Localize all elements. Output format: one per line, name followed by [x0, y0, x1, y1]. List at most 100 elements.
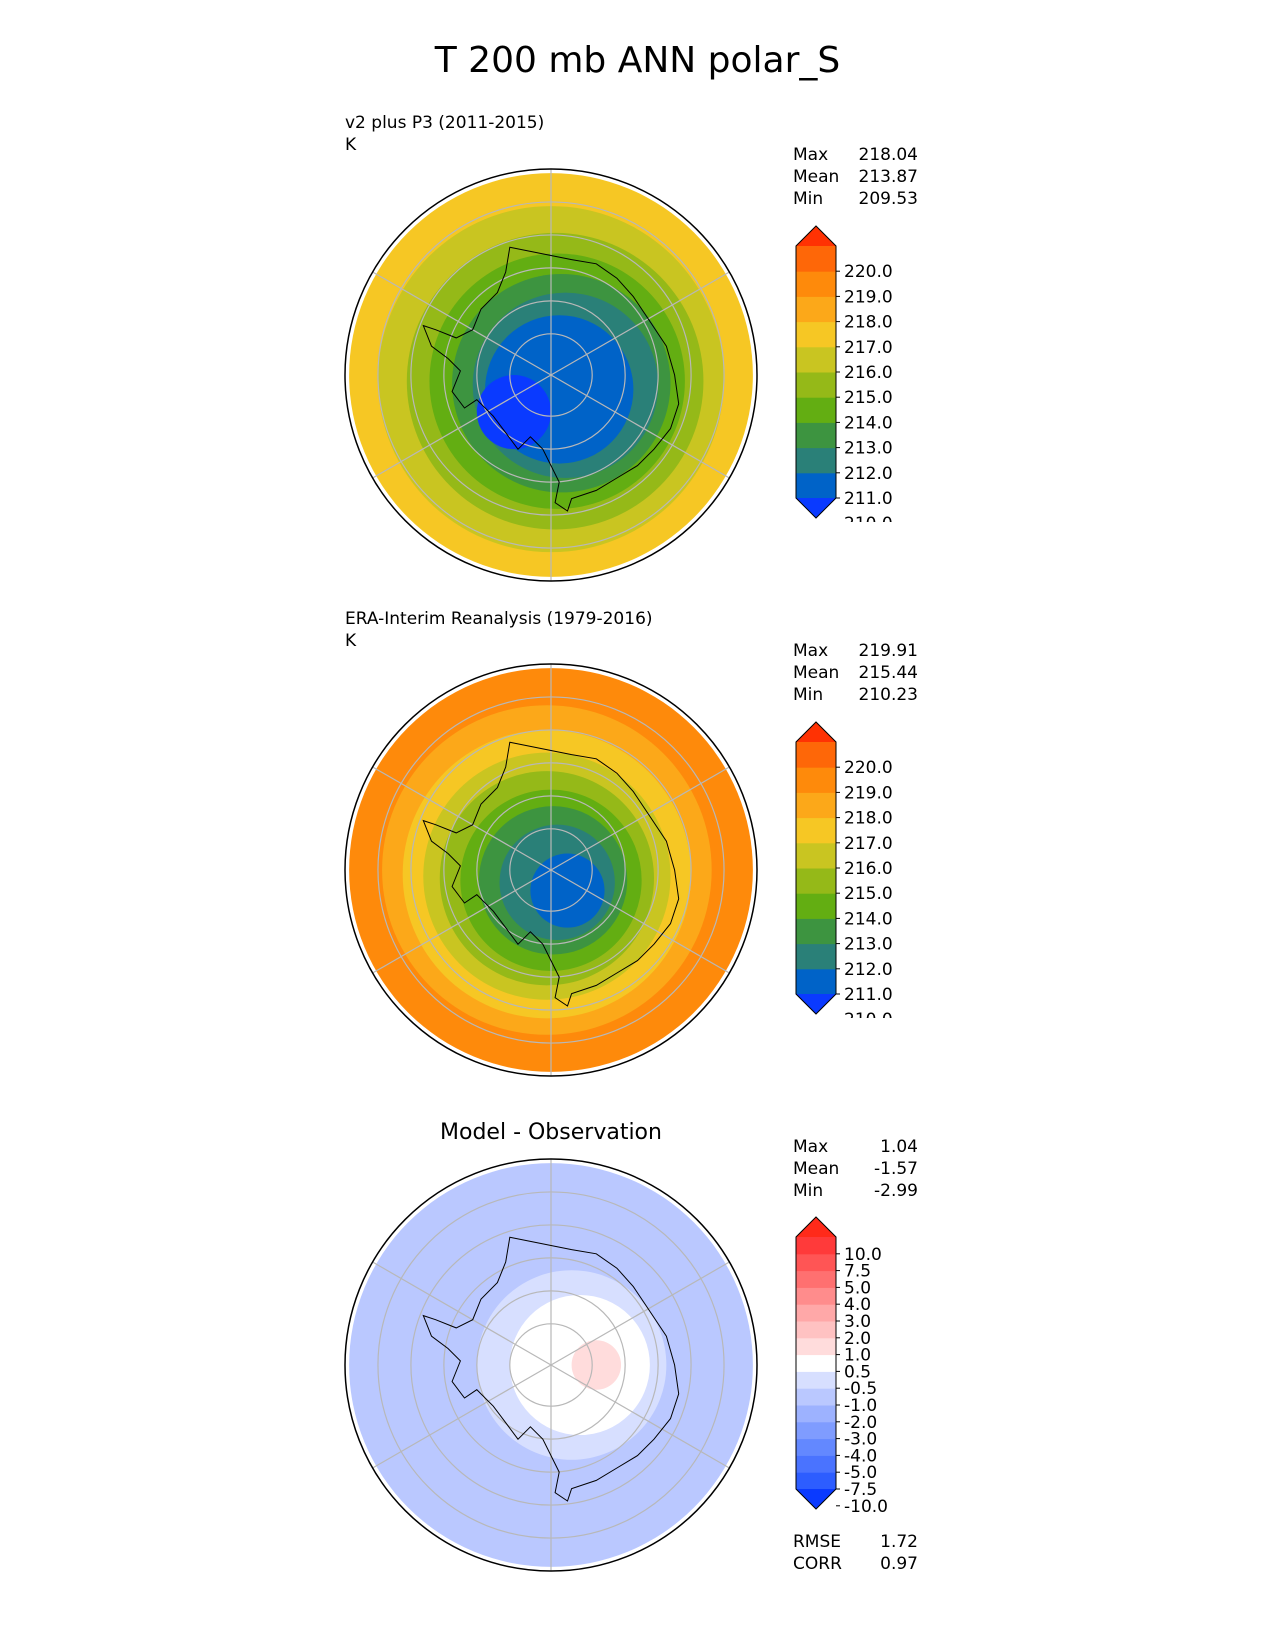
- panel1-title: v2 plus P3 (2011-2015) K: [345, 112, 544, 156]
- colorbar-tick-label: 218.0: [844, 313, 893, 333]
- stat-label: Mean: [793, 663, 840, 683]
- panel1-dataset: v2 plus P3 (2011-2015): [345, 113, 545, 133]
- colorbar-segment: [796, 1237, 836, 1255]
- colorbar-segment: [796, 397, 836, 423]
- field-group: [349, 664, 753, 1076]
- colorbar-tick-label: 217.0: [844, 338, 893, 358]
- panel1-stats: Max 218.04 Mean 213.87 Min 209.53: [793, 144, 918, 210]
- colorbar-tick-label: 212.0: [844, 960, 893, 980]
- panel2-units: K: [345, 631, 357, 651]
- colorbar-extend-min: [796, 994, 836, 1014]
- colorbar-segment: [796, 968, 836, 995]
- panel2-dataset: ERA-Interim Reanalysis (1979-2016): [345, 609, 653, 629]
- panel3-polar-map: [344, 1158, 758, 1572]
- colorbar-tick-label: -0.5: [844, 1379, 877, 1399]
- panel3-metrics: RMSE 1.72 CORR 0.97: [793, 1531, 918, 1575]
- colorbar-segment: [796, 321, 836, 348]
- antarctica-coastline: [422, 246, 680, 512]
- longitude-line: [372, 1364, 552, 1469]
- colorbar-tick-label: 220.0: [844, 758, 893, 778]
- map-boundary: [344, 1158, 758, 1572]
- stat-label: Min: [793, 189, 824, 209]
- colorbar-segment: [796, 893, 836, 919]
- panel3-colorbar: 10.07.55.04.03.02.01.00.5-0.5-1.0-2.0-3.…: [795, 1216, 888, 1513]
- stat-mean: 215.44: [858, 663, 918, 683]
- longitude-line: [550, 374, 730, 479]
- colorbar-segment: [796, 1321, 836, 1339]
- longitude-line: [550, 1261, 730, 1366]
- stat-min: 210.23: [858, 685, 918, 705]
- figure-title: T 200 mb ANN polar_S: [434, 40, 841, 81]
- colorbar-segment: [796, 1287, 836, 1305]
- panel2-colorbar: 220.0 219.0 218.0 217.0 216.0 215.0 214.0 213.0…: [795, 721, 893, 1018]
- stat-max: 218.04: [858, 145, 918, 165]
- colorbar-tick-label: -5.0: [844, 1463, 877, 1483]
- map-boundary: [344, 168, 758, 582]
- colorbar-segment: [796, 1371, 836, 1389]
- contour-band: [530, 853, 605, 928]
- colorbar-segment: [796, 918, 836, 945]
- colorbar-segment: [796, 271, 836, 297]
- stat-min: 209.53: [858, 189, 918, 209]
- metric-label: RMSE: [793, 1532, 842, 1552]
- colorbar-segment: [796, 422, 836, 449]
- panel3-stats: Max 1.04 Mean -1.57 Min -2.99: [793, 1136, 918, 1202]
- colorbar-tick-label: 212.0: [844, 464, 893, 484]
- colorbar-tick-label: 210.0: [844, 514, 893, 522]
- colorbar-segment: [796, 472, 836, 499]
- stat-mean: 213.87: [858, 167, 918, 187]
- colorbar-tick-label: 213.0: [844, 935, 893, 955]
- panel2-title: ERA-Interim Reanalysis (1979-2016) K: [345, 608, 653, 652]
- colorbar-tick-label: 219.0: [844, 783, 893, 803]
- stat-mean: -1.57: [874, 1159, 918, 1179]
- colorbar-segment: [796, 1388, 836, 1406]
- colorbar-extend-max: [796, 226, 836, 246]
- colorbar-tick-label: 2.0: [844, 1329, 871, 1349]
- colorbar-tick-label: 213.0: [844, 439, 893, 459]
- colorbar-tick-label: -2.0: [844, 1413, 877, 1433]
- panel1-polar-map: [344, 168, 758, 582]
- map-boundary: [344, 663, 758, 1077]
- colorbar-segment: [796, 372, 836, 398]
- colorbar-segment: [796, 1455, 836, 1473]
- longitude-line: [372, 1261, 552, 1366]
- colorbar-segment: [796, 447, 836, 474]
- colorbar-segment: [796, 346, 836, 373]
- antarctica-coastline: [422, 741, 680, 1007]
- panel2-polar-map: [344, 663, 758, 1077]
- longitude-line: [372, 374, 552, 479]
- stat-label: Min: [793, 1181, 824, 1201]
- colorbar-segment: [796, 943, 836, 970]
- colorbar-tick-label: 217.0: [844, 834, 893, 854]
- colorbar-tick-label: -1.0: [844, 1396, 877, 1416]
- colorbar-tick-label: -4.0: [844, 1446, 877, 1466]
- colorbar-segment: [796, 1337, 836, 1356]
- colorbar-extend-min: [796, 1489, 836, 1509]
- colorbar-tick-label: -3.0: [844, 1430, 877, 1450]
- colorbar-extend-min: [796, 498, 836, 518]
- panel3-title: Model - Observation: [440, 1120, 662, 1145]
- metric-corr: 0.97: [880, 1554, 918, 1574]
- colorbar-segment: [796, 1472, 836, 1490]
- panel1-units: K: [345, 135, 357, 155]
- colorbar-segment: [796, 296, 836, 323]
- panel2-stats: Max 219.91 Mean 215.44 Min 210.23: [793, 640, 918, 706]
- colorbar-tick-label: -7.5: [844, 1480, 877, 1500]
- colorbar-tick-label: 214.0: [844, 413, 893, 433]
- colorbar-tick-label: 214.0: [844, 909, 893, 929]
- field-group: [349, 1159, 753, 1571]
- colorbar-tick-label: 3.0: [844, 1312, 871, 1332]
- antarctica-coastline: [422, 1236, 680, 1502]
- colorbar-tick-label: 216.0: [844, 363, 893, 383]
- stat-label: Mean: [793, 167, 840, 187]
- colorbar-tick-label: 1.0: [844, 1346, 871, 1366]
- contour-band: [476, 375, 551, 450]
- metric-rmse: 1.72: [880, 1532, 918, 1552]
- stat-label: Max: [793, 145, 829, 165]
- colorbar-segment: [796, 1438, 836, 1456]
- longitude-line: [372, 869, 552, 974]
- colorbar-segment: [796, 1270, 836, 1288]
- longitude-line: [372, 766, 552, 871]
- colorbar-segment: [796, 1421, 836, 1440]
- colorbar-segment: [796, 792, 836, 819]
